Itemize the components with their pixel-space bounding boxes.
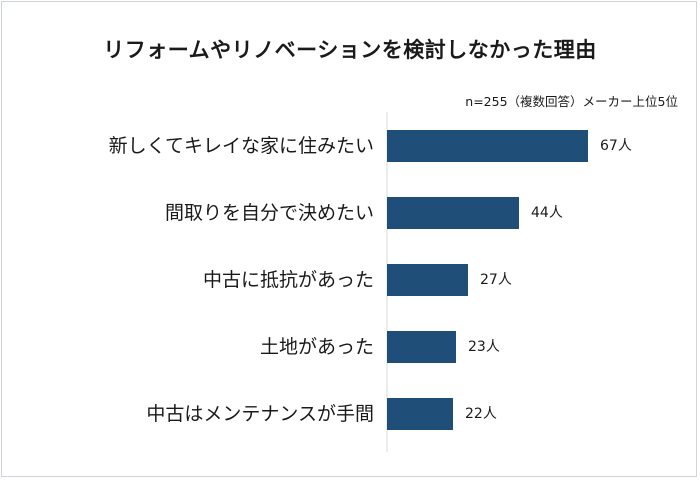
category-label: 中古に抵抗があった — [203, 269, 374, 291]
category-label: 新しくてキレイな家に住みたい — [109, 135, 374, 157]
chart-title: リフォームやリノベーションを検討しなかった理由 — [103, 38, 597, 62]
value-label: 27人 — [480, 272, 512, 288]
bar — [387, 398, 453, 430]
category-label: 間取りを自分で決めたい — [165, 202, 374, 224]
sample-size-note: n=255（複数回答）メーカー上位5位 — [465, 94, 678, 109]
bar — [387, 197, 519, 229]
value-label: 22人 — [465, 406, 497, 422]
category-label: 土地があった — [260, 336, 374, 358]
value-label: 67人 — [600, 138, 632, 154]
category-label: 中古はメンテナンスが手間 — [146, 403, 374, 425]
value-label: 23人 — [468, 339, 500, 355]
value-label: 44人 — [531, 205, 563, 221]
bar — [387, 264, 468, 296]
bar — [387, 130, 588, 162]
bar — [387, 331, 456, 363]
